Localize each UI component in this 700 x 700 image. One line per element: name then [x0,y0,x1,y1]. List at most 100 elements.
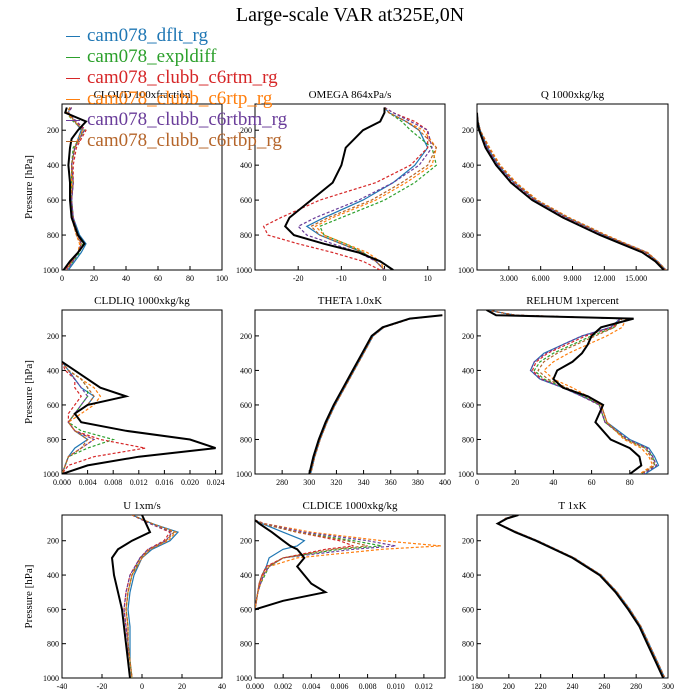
panel-3-series-cam078_clubb_c6rtbm_rg [477,112,667,270]
panel-8-xtick-label: 0.002 [274,682,292,691]
panel-5: THETA 1.0xK 280 300 320 340 360 380 400 200 400 60… [236,295,451,487]
legend-label-4: cam078_clubb_c6rtp_rg [87,88,273,109]
panel-6-ytick-label: 400 [462,366,474,375]
figure-title: Large-scale VAR at325E,0N [235,4,465,26]
panel-5-ytick-label: 800 [240,435,252,444]
panel-5-series-cam078_clubb_c6rtm_rg [310,314,443,474]
panel-1-ylabel: Pressure [hPa] [23,155,35,219]
panel-2-xtick-label: -20 [293,274,304,283]
legend-swatch-3 [66,78,80,79]
panel-7: U 1xm/s Pressure [hPa] -40 -20 0 20 40 200 400 60… [23,500,226,691]
panel-6-title: RELHUM 1xpercent [526,295,619,307]
panel-4-series-cam078_clubb_c6rtbp_rg [62,361,95,474]
legend-item-1: cam078_dflt_rg [66,25,326,47]
panel-3-series-cam078_dflt_rg [477,112,667,270]
panel-5-series-cam078_expldiff [310,314,443,474]
panel-8-xtick-label: 0.008 [359,682,377,691]
panel-4-ytick-label: 1000 [43,470,59,479]
panel-8-frame [254,514,446,679]
panel-1-xtick-label: 20 [90,274,98,283]
legend-item-4: cam078_clubb_c6rtp_rg [66,88,326,110]
panel-3-ytick-label: 1000 [458,266,474,275]
panel-3-frame [476,103,669,271]
panel-6-series-reference [486,310,643,474]
panel-7-xtick-label: -40 [57,682,68,691]
panel-9-series-cam078_clubb_c6rtm_rg [496,515,666,678]
panel-6: RELHUM 1xpercent 0 20 40 60 80 200 400 600 800 100… [458,295,669,487]
panel-7-series-cam078_clubb_c6rtbp_rg [125,515,176,678]
panel-2-ytick-label: 200 [240,126,252,135]
panel-3-xtick-label: 3.000 [500,274,518,283]
panel-7-xtick-label: -20 [97,682,108,691]
panel-4-series-reference [62,360,216,474]
panel-3-series-cam078_clubb_c6rtm_rg [477,112,667,270]
panel-4-title: CLDLIQ 1000xkg/kg [94,295,190,307]
panel-3-xtick-label: 12.000 [593,274,615,283]
panel-3-series-cam078_clubb_c6rtp_rg [477,112,667,270]
panel-9-series-cam078_expldiff [496,515,666,678]
panel-9-series-cam078_clubb_c6rtbp_rg [496,515,666,678]
panel-5-ytick-label: 200 [240,332,252,341]
panel-8-xtick-label: 0.012 [415,682,433,691]
panel-9-xtick-label: 180 [471,682,483,691]
panel-4-xtick-label: 0.020 [181,478,199,487]
panel-7-title: U 1xm/s [123,500,161,512]
panel-2-ytick-label: 400 [240,161,252,170]
panel-3-series-cam078_clubb_c6rtbp_rg [477,112,667,270]
panel-8-ytick-label: 800 [240,640,252,649]
legend-item-6: cam078_clubb_c6rtbp_rg [66,130,326,152]
panel-9-series-cam078_dflt_rg [496,515,666,678]
panel-3-title: Q 1000xkg/kg [541,89,605,101]
panel-9-series-cam078_clubb_c6rtp_rg [496,515,666,678]
panel-6-series-cam078_clubb_c6rtp_rg [486,310,654,474]
panel-8-series-cam078_dflt_rg [255,519,306,610]
panel-5-xtick-label: 340 [358,478,370,487]
panel-1-xtick-label: 0 [60,274,64,283]
panel-6-frame [476,309,669,475]
panel-8-ytick-label: 600 [240,605,252,614]
panel-2-series-cam078_expldiff [318,107,438,270]
panel-2-title: OMEGA 864xPa/s [309,89,392,101]
panel-9-frame [476,514,669,679]
panel-4-xtick-label: 0.000 [53,478,71,487]
legend-label-1: cam078_dflt_rg [87,25,209,46]
panel-7-series-cam078_clubb_c6rtbm_rg [123,515,173,678]
panel-1-ytick-label: 400 [47,161,59,170]
panel-4-xtick-label: 0.024 [207,478,225,487]
panel-8-ytick-label: 400 [240,571,252,580]
panel-4-series-cam078_clubb_c6rtp_rg [62,361,102,474]
panel-7-frame [61,514,223,679]
panel-9-ytick-label: 400 [462,571,474,580]
panel-7-series-cam078_dflt_rg [127,515,180,678]
panel-1-frame [61,103,223,271]
panel-5-ytick-label: 600 [240,401,252,410]
panel-6-xtick-label: 80 [626,478,634,487]
panel-4-ytick-label: 200 [47,332,59,341]
panel-3-ytick-label: 800 [462,231,474,240]
panel-7-xtick-label: 40 [218,682,226,691]
panel-9-xtick-label: 220 [535,682,547,691]
legend-label-2: cam078_expldiff [87,46,217,67]
panel-2-xtick-label: 0 [383,274,387,283]
legend-swatch-1 [66,36,80,37]
panel-1-ytick-label: 800 [47,231,59,240]
panel-9-ytick-label: 200 [462,537,474,546]
panel-5-series-cam078_clubb_c6rtbm_rg [310,314,443,474]
panel-1-ytick-label: 600 [47,196,59,205]
panel-7-ytick-label: 600 [47,605,59,614]
panel-5-ytick-label: 1000 [236,470,252,479]
panel-9-series-cam078_clubb_c6rtbm_rg [496,515,666,678]
panel-9-ytick-label: 800 [462,640,474,649]
panel-4-xtick-label: 0.016 [155,478,173,487]
panel-6-series-cam078_clubb_c6rtbm_rg [486,310,658,474]
panel-2-series-cam078_clubb_c6rtbp_rg [310,107,438,270]
panel-8-series-reference [255,519,329,611]
panel-5-xtick-label: 380 [412,478,424,487]
panel-8: CLDICE 1000xkg/kg 0.000 0.002 0.004 0.006 0.0… [236,500,446,691]
panel-4-ytick-label: 800 [47,435,59,444]
panel-7-xtick-label: 20 [178,682,186,691]
panel-9-series-reference [495,515,665,678]
panel-8-xtick-label: 0.000 [246,682,264,691]
legend-swatch-6 [66,141,80,142]
panel-9-ytick-label: 600 [462,605,474,614]
